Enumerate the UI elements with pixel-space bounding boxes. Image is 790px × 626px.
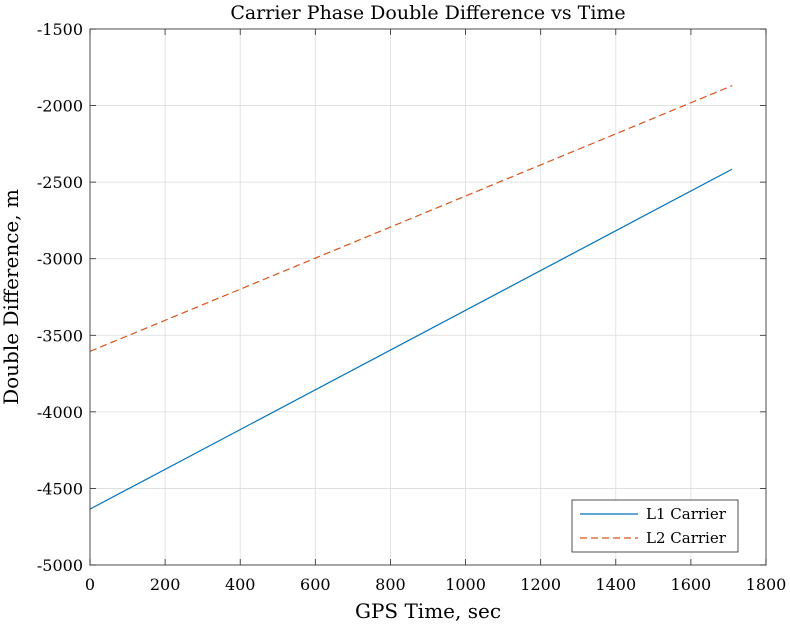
y-tick-label: -5000 — [37, 556, 83, 575]
x-axis-label: GPS Time, sec — [355, 599, 501, 623]
x-tick-label: 1200 — [520, 575, 561, 594]
x-tick-labels: 0 200 400 600 800 1000 1200 1400 1600 1800 — [85, 575, 786, 594]
y-tick-label: -1500 — [37, 20, 83, 39]
y-tick-label: -4500 — [37, 479, 83, 498]
series-line-2 — [89, 85, 733, 352]
y-tick-labels: -1500 -2000 -2500 -3000 -3500 -4000 -4500 -5000 — [37, 20, 83, 575]
plot-frame — [89, 28, 767, 566]
legend-label-1: L1 Carrier — [646, 505, 727, 523]
plot-area — [90, 29, 766, 565]
x-tick-label: 800 — [375, 575, 406, 594]
x-tick-label: 0 — [85, 575, 95, 594]
legend: L1 Carrier L2 Carrier — [571, 499, 739, 553]
y-axis-label: Double Difference, m — [0, 189, 23, 405]
x-tick-label: 200 — [150, 575, 181, 594]
chart-title: Carrier Phase Double Difference vs Time — [230, 2, 625, 24]
legend-box — [571, 499, 739, 553]
x-tick-label: 400 — [225, 575, 256, 594]
series-line-1 — [89, 168, 733, 510]
x-tick-label: 1000 — [445, 575, 486, 594]
x-tick-label: 1800 — [746, 575, 787, 594]
series-layer — [89, 85, 733, 510]
y-tick-label: -3500 — [37, 326, 83, 345]
legend-label-2: L2 Carrier — [646, 529, 727, 547]
y-tick-label: -2500 — [37, 173, 83, 192]
x-tick-label: 1600 — [671, 575, 712, 594]
y-tick-label: -3000 — [37, 250, 83, 269]
x-tick-label: 600 — [300, 575, 331, 594]
y-tick-label: -4000 — [37, 403, 83, 422]
y-tick-label: -2000 — [37, 97, 83, 116]
x-tick-label: 1400 — [595, 575, 636, 594]
ticks — [89, 28, 767, 566]
